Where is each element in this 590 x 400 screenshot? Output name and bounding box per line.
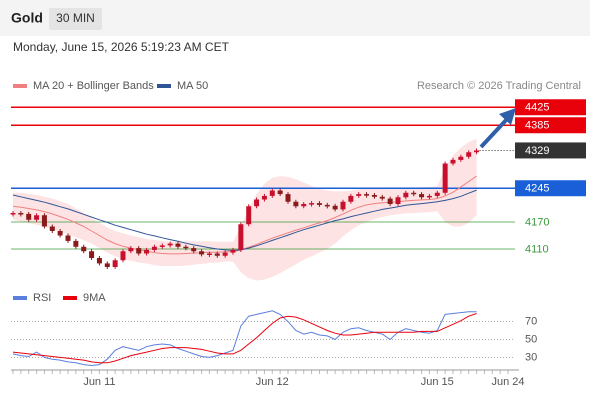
- legend-swatch: [157, 84, 171, 88]
- candle: [136, 248, 142, 254]
- instrument-title: Gold: [11, 10, 43, 26]
- candle: [183, 246, 189, 249]
- x-tick-label: Jun 24: [491, 376, 524, 388]
- candle: [277, 190, 283, 195]
- x-tick-label: Jun 11: [83, 376, 115, 388]
- candle: [269, 190, 275, 196]
- interval-label[interactable]: 30 MIN: [56, 11, 95, 25]
- candle: [285, 194, 291, 202]
- candle: [458, 156, 464, 160]
- forecast-arrow: [479, 116, 510, 149]
- legend-label: 9MA: [83, 292, 106, 304]
- candle: [144, 249, 150, 254]
- candle: [175, 243, 181, 247]
- candle: [159, 245, 165, 247]
- candle: [340, 201, 346, 210]
- candle: [214, 253, 220, 256]
- candle: [379, 196, 385, 199]
- candle: [65, 235, 71, 241]
- candle: [371, 195, 377, 197]
- candle: [324, 204, 330, 207]
- candle: [238, 224, 244, 250]
- level-label-box: [515, 180, 586, 197]
- candle: [332, 205, 338, 210]
- level-label-box: [515, 99, 586, 116]
- legend-swatch: [13, 84, 27, 88]
- candle: [73, 240, 79, 247]
- candle: [151, 246, 157, 250]
- candle: [96, 258, 102, 264]
- candle: [104, 263, 110, 267]
- candle: [474, 150, 480, 153]
- candle: [387, 198, 393, 204]
- candle: [395, 197, 401, 204]
- candle: [364, 194, 370, 196]
- candle: [26, 213, 32, 220]
- level-label: 4110: [525, 243, 549, 255]
- level-label: 4170: [525, 216, 549, 228]
- candle: [167, 243, 173, 246]
- candle: [222, 252, 228, 256]
- candle: [442, 163, 448, 193]
- candle: [261, 195, 267, 200]
- x-tick-label: Jun 15: [421, 376, 454, 388]
- interval-tab[interactable]: [49, 8, 102, 30]
- candle: [199, 251, 205, 255]
- level-label: 4425: [525, 102, 549, 114]
- candle: [128, 248, 134, 252]
- y-tick-label: 70: [525, 315, 537, 327]
- legend-swatch: [63, 296, 77, 300]
- candle: [254, 199, 260, 207]
- candle: [18, 213, 24, 215]
- level-label: 4385: [525, 120, 549, 132]
- timestamp: Monday, June 15, 2026 5:19:23 AM CET: [13, 40, 230, 54]
- candle: [89, 251, 95, 258]
- y-tick-label: 30: [525, 351, 537, 363]
- candle: [41, 215, 47, 227]
- legend-label: MA 20 + Bollinger Bands: [33, 80, 154, 92]
- arrow-head: [499, 108, 516, 125]
- level-label-box: [515, 117, 586, 134]
- candle: [10, 213, 16, 215]
- candle: [57, 231, 63, 236]
- candle: [450, 159, 456, 164]
- bollinger-band: [13, 138, 477, 281]
- candle: [120, 251, 126, 261]
- candle: [348, 195, 354, 202]
- candle: [246, 206, 252, 225]
- candle: [316, 203, 322, 205]
- candle: [356, 194, 362, 196]
- legend-label: RSI: [33, 292, 51, 304]
- x-tick-label: Jun 12: [256, 376, 289, 388]
- credit: Research © 2026 Trading Central: [417, 80, 581, 92]
- plot: 4425 4385 4329 4245 4170 4110 MA 20 + Bollinge…: [10, 80, 586, 388]
- indicator-line: [12, 310, 477, 367]
- ma-line: [12, 189, 477, 251]
- candle: [293, 201, 299, 207]
- candle: [206, 253, 212, 255]
- candle: [309, 203, 315, 205]
- candle: [466, 152, 472, 157]
- candle: [34, 215, 40, 220]
- candle: [230, 249, 236, 253]
- level-label: 4245: [525, 183, 549, 195]
- legend-label: MA 50: [177, 80, 208, 92]
- candle: [81, 246, 87, 252]
- candle: [411, 192, 417, 195]
- candle: [434, 192, 440, 196]
- indicator-line: [12, 313, 477, 364]
- candle: [403, 192, 409, 198]
- legend-swatch: [13, 296, 27, 300]
- level-label-box: [515, 142, 586, 159]
- y-tick-label: 50: [525, 333, 537, 345]
- level-label: 4329: [525, 145, 549, 157]
- candle: [49, 226, 55, 231]
- candle: [112, 260, 118, 267]
- candle: [191, 248, 197, 252]
- candle: [301, 204, 307, 207]
- candle: [426, 195, 432, 198]
- candle: [419, 194, 425, 198]
